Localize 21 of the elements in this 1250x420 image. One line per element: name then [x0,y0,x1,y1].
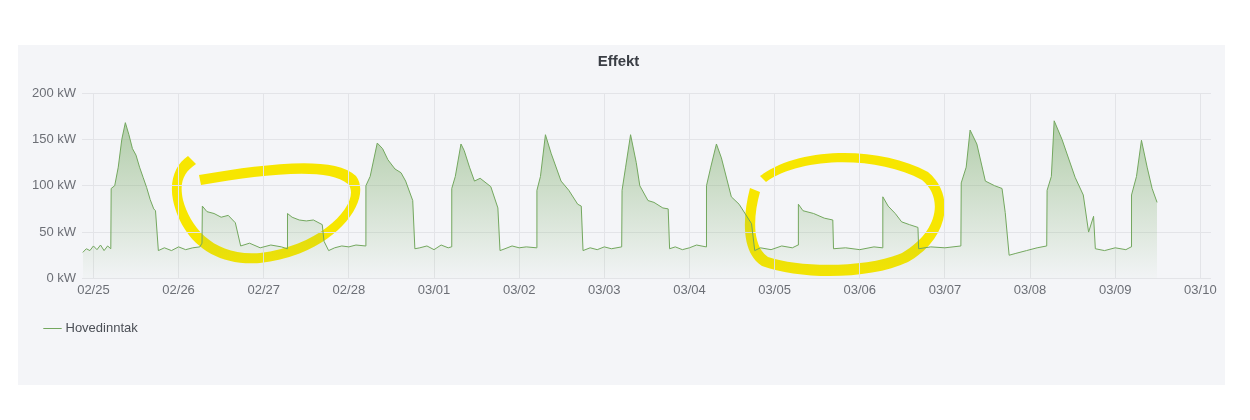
x-tick-label: 03/08 [1013,281,1047,297]
x-tick-label: 03/05 [758,281,791,297]
x-tick-label: 03/04 [673,281,706,297]
x-tick-label: 03/07 [928,281,962,297]
y-tick-label: 100 kW [31,177,77,193]
x-tick-label: 02/25 [77,281,110,297]
x-tick-label: 03/03 [588,281,621,297]
x-tick-label: 02/27 [247,281,280,297]
x-tick-label: 02/26 [162,281,195,297]
x-tick-label: 03/02 [502,281,536,297]
y-tick-label: 150 kW [31,130,77,146]
x-tick-label: 03/01 [417,281,451,297]
x-tick-label: 03/09 [1098,281,1132,297]
y-tick-label: 50 kW [39,223,77,239]
y-tick-label: 0 kW [46,269,77,285]
x-tick-label: 02/28 [332,281,366,297]
x-tick-label: 03/10 [1184,281,1217,297]
x-tick-label: 03/06 [843,281,877,297]
legend-label: Hovedinntak [65,320,139,336]
chart-title: Effekt [597,52,640,70]
y-tick-label: 200 kW [31,84,77,100]
